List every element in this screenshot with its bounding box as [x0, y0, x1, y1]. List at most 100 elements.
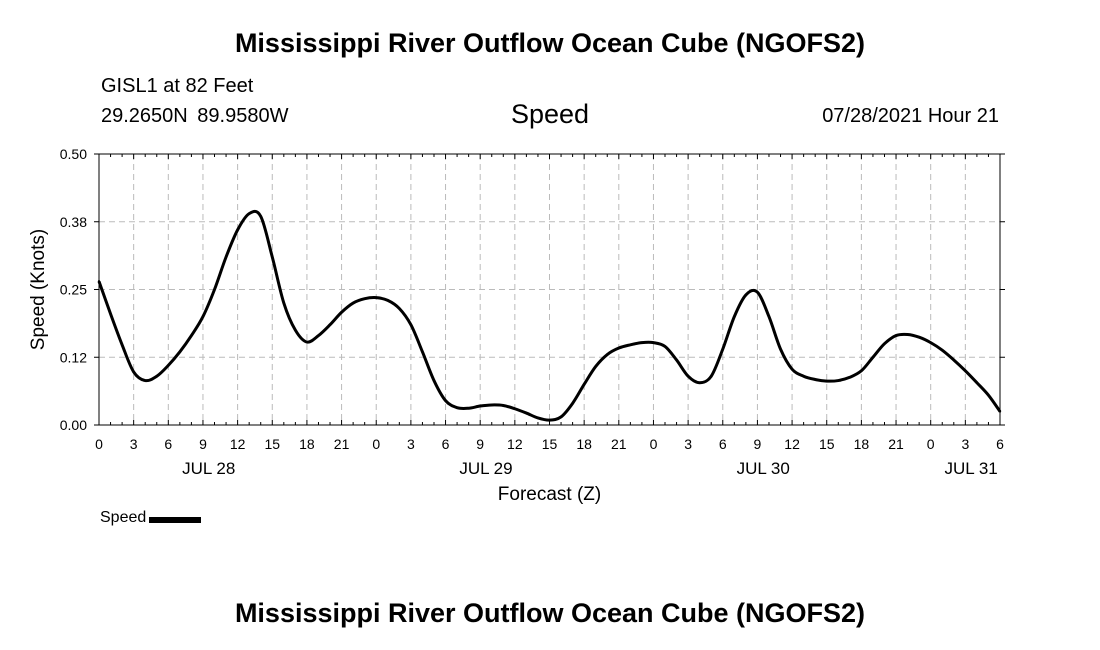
- data-point: [271, 255, 274, 259]
- x-tick-label: 21: [334, 436, 350, 452]
- x-tick-label: 6: [164, 436, 172, 452]
- x-tick-label: 6: [996, 436, 1004, 452]
- data-point: [837, 379, 840, 382]
- data-point: [282, 301, 286, 305]
- panel-title: Speed: [510, 99, 590, 129]
- data-point: [201, 315, 205, 318]
- chart-grid: [99, 154, 1000, 425]
- x-tick-label: 15: [264, 436, 280, 452]
- data-point: [779, 347, 782, 351]
- data-point: [860, 369, 863, 372]
- chart-series: [97, 209, 1002, 422]
- y-tick-label: 0.38: [60, 214, 87, 230]
- data-point: [490, 403, 493, 407]
- x-tick-label: 9: [199, 436, 207, 452]
- data-point: [178, 350, 182, 354]
- data-point: [767, 315, 771, 318]
- data-point: [790, 367, 794, 371]
- data-point: [629, 343, 632, 346]
- data-point: [351, 301, 355, 305]
- data-point: [144, 379, 147, 382]
- data-point: [224, 255, 228, 259]
- data-point: [825, 379, 828, 383]
- data-point: [536, 416, 540, 420]
- data-point: [328, 323, 332, 326]
- data-point: [167, 364, 170, 367]
- data-point: [640, 341, 644, 344]
- data-point: [444, 399, 447, 402]
- data-point: [917, 336, 921, 339]
- x-tick-label: 12: [784, 436, 800, 452]
- x-tick-label: 12: [507, 436, 523, 452]
- data-point: [432, 379, 436, 382]
- x-date-label: JUL 29: [459, 459, 512, 478]
- forecast-timestamp: 07/28/2021 Hour 21: [822, 105, 999, 127]
- data-point: [132, 370, 135, 374]
- data-point: [871, 356, 875, 359]
- data-point: [478, 404, 482, 408]
- data-point: [813, 378, 817, 381]
- data-point: [929, 341, 932, 344]
- data-point: [155, 375, 158, 378]
- x-tick-label: 0: [650, 436, 658, 452]
- x-tick-label: 21: [611, 436, 627, 452]
- x-tick-label: 15: [819, 436, 835, 452]
- data-point: [109, 312, 112, 316]
- data-point: [421, 350, 424, 354]
- legend-label: Speed: [100, 509, 147, 526]
- x-axis-title: Forecast (Z): [498, 484, 601, 505]
- data-point: [559, 415, 563, 419]
- x-tick-label: 21: [888, 436, 904, 452]
- data-point: [120, 343, 124, 346]
- data-point: [663, 345, 667, 348]
- data-point: [213, 288, 216, 291]
- data-point: [606, 353, 609, 356]
- x-tick-label: 3: [684, 436, 692, 452]
- data-point: [97, 280, 101, 283]
- x-tick-label: 9: [754, 436, 762, 452]
- data-point: [340, 311, 343, 314]
- data-point: [582, 383, 586, 386]
- data-point: [964, 369, 967, 372]
- x-tick-label: 6: [442, 436, 450, 452]
- y-axis-title: Speed (Knots): [28, 229, 49, 350]
- data-point: [756, 291, 759, 294]
- data-point: [375, 296, 378, 299]
- data-point: [987, 393, 990, 397]
- chart-ticks: [94, 153, 1005, 426]
- data-point: [906, 333, 909, 336]
- data-point: [733, 315, 736, 318]
- data-point: [617, 346, 621, 350]
- data-point: [975, 381, 979, 384]
- x-tick-label: 15: [542, 436, 558, 452]
- footer-title: Mississippi River Outflow Ocean Cube (NG…: [234, 598, 866, 628]
- data-point: [409, 323, 413, 326]
- x-tick-label: 3: [130, 436, 138, 452]
- x-tick-label: 18: [576, 436, 592, 452]
- data-point: [294, 328, 297, 332]
- chart-labels: 0 3 6 9 12 15 18 21 0 3 6 9 12 15 18 21 0 3 6 9 12 15 18 21 0 3 6 0…: [28, 146, 1004, 505]
- data-point: [513, 407, 517, 410]
- data-point: [305, 340, 309, 344]
- data-point: [941, 349, 944, 352]
- x-tick-label: 12: [230, 436, 246, 452]
- x-tick-label: 18: [299, 436, 315, 452]
- y-tick-label: 0.12: [60, 349, 87, 365]
- data-point: [675, 358, 678, 362]
- data-point: [548, 418, 551, 422]
- data-point: [686, 375, 690, 378]
- data-point: [259, 215, 262, 218]
- data-point: [190, 334, 193, 337]
- data-point: [525, 411, 528, 415]
- data-point: [802, 375, 805, 378]
- x-date-label: JUL 31: [945, 459, 998, 478]
- data-point: [455, 406, 459, 409]
- data-point: [710, 375, 713, 378]
- x-tick-label: 0: [927, 436, 935, 452]
- x-tick-label: 3: [961, 436, 969, 452]
- x-tick-label: 0: [372, 436, 380, 452]
- station-coordinates: 29.2650N 89.9580W: [101, 105, 289, 127]
- x-tick-label: 9: [476, 436, 484, 452]
- y-tick-label: 0.00: [60, 417, 87, 433]
- data-point: [571, 402, 574, 405]
